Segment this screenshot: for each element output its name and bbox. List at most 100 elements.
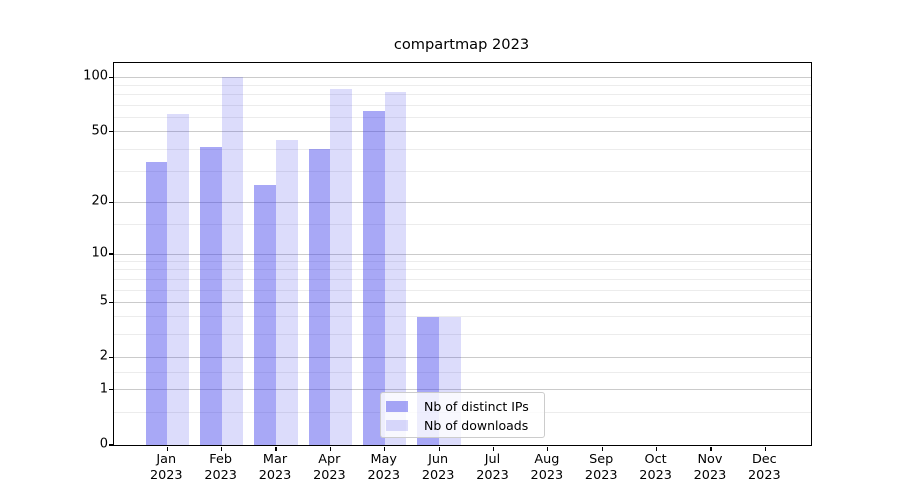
downloads-bar — [276, 140, 298, 445]
y-tick-mark — [109, 131, 113, 133]
x-tick-mark — [710, 447, 712, 451]
y-axis-tick-label: 20 — [91, 193, 108, 209]
minor-gridline — [114, 269, 811, 271]
x-axis-tick-label-line: Feb — [209, 452, 232, 467]
major-gridline — [114, 201, 811, 203]
x-axis-tick-label: Jul 2023 — [476, 452, 509, 483]
x-axis-tick-label: Dec 2023 — [748, 452, 781, 483]
x-axis-tick-label-line: Apr — [318, 452, 341, 467]
minor-gridline — [114, 278, 811, 280]
x-axis-tick-label-line: Jun — [428, 452, 449, 467]
x-axis-tick-label-line: Mar — [262, 452, 288, 467]
x-axis-labels: Jan 2023 Feb 2023 Mar 2023 Apr 2023 May 2023 Jun 20… — [113, 452, 810, 492]
downloads-bar — [167, 113, 189, 445]
x-axis-tick-label-line: 2023 — [639, 467, 672, 483]
minor-gridline — [114, 148, 811, 150]
downloads-bar — [221, 77, 244, 445]
x-axis-tick-label: Mar 2023 — [259, 452, 292, 483]
y-axis-tick-label: 1 — [99, 381, 108, 397]
minor-gridline — [114, 316, 811, 318]
major-gridline — [114, 131, 811, 133]
distinct-ips-bar — [145, 161, 168, 445]
y-axis-tick-label: 100 — [83, 68, 108, 84]
x-axis-tick-label-line: 2023 — [204, 467, 237, 483]
minor-gridline — [114, 261, 811, 263]
major-gridline — [114, 356, 811, 358]
x-tick-mark — [166, 447, 168, 451]
x-tick-mark — [601, 447, 603, 451]
y-axis-tick-label: 50 — [91, 123, 108, 139]
y-tick-mark — [109, 201, 113, 204]
y-tick-mark — [109, 76, 113, 78]
x-tick-mark — [492, 447, 495, 451]
x-axis-tick-label: Feb 2023 — [204, 452, 237, 483]
x-axis-tick-label-line: May — [370, 452, 397, 467]
x-axis-tick-label-line: 2023 — [584, 467, 618, 483]
x-axis-tick-label-line: Jan — [156, 452, 177, 467]
minor-gridline — [114, 223, 811, 225]
downloads-bar — [330, 89, 353, 445]
plot-area: Nb of distinct IPs Nb of downloads — [109, 62, 812, 451]
x-axis-tick-label-line: 2023 — [476, 467, 509, 483]
x-tick-mark — [438, 447, 440, 451]
y-axis-tick-label: 2 — [99, 348, 108, 364]
x-tick-mark — [655, 447, 658, 451]
legend-item: Nb of distinct IPs — [386, 397, 539, 416]
y-tick-mark — [109, 389, 113, 391]
x-axis-tick-label-line: Oct — [644, 452, 667, 467]
x-axis-tick-label-line: 2023 — [748, 467, 781, 483]
major-gridline — [114, 253, 811, 255]
minor-gridline — [114, 85, 811, 87]
minor-gridline — [114, 371, 811, 373]
x-axis-tick-label-line: 2023 — [367, 467, 401, 483]
legend-item: Nb of downloads — [386, 416, 539, 435]
major-gridline — [114, 301, 811, 303]
x-axis-tick-label-line: Dec — [751, 452, 777, 467]
legend-label: Nb of downloads — [424, 418, 529, 433]
x-axis-tick-label: Nov 2023 — [694, 452, 727, 483]
x-axis-tick-label: Oct 2023 — [639, 452, 672, 483]
x-axis-tick-label-line: Aug — [534, 452, 560, 467]
x-axis-tick-label: Sep 2023 — [585, 452, 618, 483]
y-axis-tick-label: 10 — [91, 245, 108, 261]
minor-gridline — [114, 94, 811, 96]
minor-gridline — [114, 289, 811, 291]
distinct-ips-bar — [254, 185, 276, 445]
minor-gridline — [114, 334, 811, 336]
y-tick-mark — [109, 253, 113, 255]
major-gridline — [114, 76, 811, 78]
x-axis-tick-label-line: Nov — [697, 452, 723, 467]
x-axis-tick-label: Apr 2023 — [313, 452, 346, 483]
y-axis-labels: 0 1 2 5 10 20 50 100 — [30, 62, 108, 451]
x-axis-tick-label-line: 2023 — [149, 467, 183, 483]
x-tick-mark — [329, 447, 331, 451]
downloads-bar — [384, 92, 407, 445]
x-axis-tick-label-line: Sep — [589, 452, 614, 467]
distinct-ips-bar — [308, 149, 331, 445]
y-axis-tick-label: 0 — [99, 436, 108, 452]
y-tick-mark — [109, 301, 113, 303]
y-tick-mark — [109, 356, 113, 359]
x-axis-tick-label-line: 2023 — [530, 467, 564, 483]
legend-label: Nb of distinct IPs — [424, 399, 529, 414]
y-tick-mark — [109, 444, 113, 446]
x-tick-mark — [764, 447, 766, 451]
x-axis-tick-label: Jun 2023 — [422, 452, 455, 483]
x-axis-tick-label: May 2023 — [367, 452, 400, 483]
x-tick-mark — [221, 447, 223, 451]
y-axis-tick-label: 5 — [99, 293, 108, 309]
x-axis-tick-label-line: 2023 — [693, 467, 727, 483]
chart-title: compartmap 2023 — [393, 36, 530, 53]
x-tick-mark — [384, 447, 386, 451]
x-axis-tick-label-line: 2023 — [258, 467, 292, 483]
x-axis-tick-label-line: 2023 — [421, 467, 455, 483]
x-axis-tick-label-line: 2023 — [313, 467, 346, 483]
minor-gridline — [114, 170, 811, 172]
x-axis-tick-label-line: Jul — [484, 452, 501, 467]
x-tick-mark — [547, 447, 549, 451]
major-gridline — [114, 389, 811, 391]
legend-swatch — [386, 401, 408, 412]
x-axis-tick-label: Aug 2023 — [531, 452, 564, 483]
legend: Nb of distinct IPs Nb of downloads — [380, 392, 545, 438]
